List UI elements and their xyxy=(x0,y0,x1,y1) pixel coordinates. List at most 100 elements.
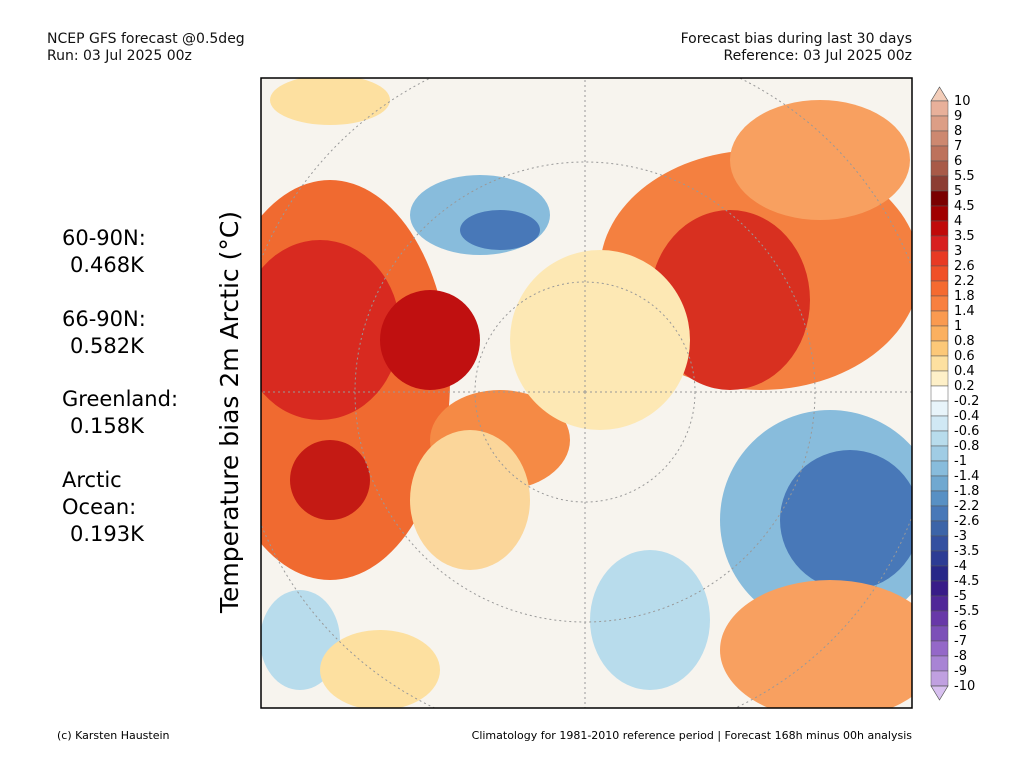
header-right: Forecast bias during last 30 days Refere… xyxy=(681,31,912,65)
colorbar-segment xyxy=(930,325,949,342)
colorbar-segment xyxy=(930,295,949,312)
colorbar-label: 2.2 xyxy=(954,274,975,289)
region-label: 66-90N: xyxy=(62,307,146,331)
colorbar-segment xyxy=(930,640,949,657)
colorbar-label: 6 xyxy=(954,154,962,169)
colorbar-segment xyxy=(930,490,949,507)
colorbar-segment xyxy=(930,250,949,267)
colorbar-segment xyxy=(930,220,949,237)
colorbar-segment xyxy=(930,175,949,192)
colorbar-segment xyxy=(930,550,949,567)
colorbar-segment xyxy=(930,430,949,447)
header-left: NCEP GFS forecast @0.5deg Run: 03 Jul 20… xyxy=(47,31,245,65)
colorbar-label: -6 xyxy=(954,619,967,634)
colorbar-segment xyxy=(930,565,949,582)
colorbar-segment xyxy=(930,505,949,522)
colorbar-segment xyxy=(930,355,949,372)
colorbar-segment xyxy=(930,460,949,477)
map xyxy=(261,78,912,708)
colorbar-segment xyxy=(930,370,949,387)
colorbar-label: -1.8 xyxy=(954,484,979,499)
colorbar-label: -1.4 xyxy=(954,469,979,484)
colorbar-segment xyxy=(930,340,949,357)
colorbar-label: 5 xyxy=(954,184,962,199)
map-frame xyxy=(260,77,913,709)
colorbar-label: -0.8 xyxy=(954,439,979,454)
colorbar-label: 4.5 xyxy=(954,199,975,214)
colorbar-segment xyxy=(930,535,949,552)
colorbar-segment xyxy=(930,595,949,612)
colorbar-end xyxy=(930,685,949,701)
header-line: NCEP GFS forecast @0.5deg xyxy=(47,31,245,47)
region-stat: 66-90N: 0.582K xyxy=(62,306,146,360)
region-label: Ocean: xyxy=(62,495,137,519)
colorbar-label: 1.4 xyxy=(954,304,975,319)
colorbar-label: -8 xyxy=(954,649,967,664)
colorbar-segment xyxy=(930,145,949,162)
region-stat: Greenland: 0.158K xyxy=(62,386,178,440)
header-line: Run: 03 Jul 2025 00z xyxy=(47,48,192,64)
colorbar-segment xyxy=(930,130,949,147)
colorbar-label: -0.2 xyxy=(954,394,979,409)
colorbar-segment xyxy=(930,280,949,297)
footer-left: (c) Karsten Haustein xyxy=(57,729,170,742)
colorbar-label: -3 xyxy=(954,529,967,544)
region-value: 0.582K xyxy=(70,334,144,358)
colorbar-segment xyxy=(930,190,949,207)
header-line: Forecast bias during last 30 days xyxy=(680,31,912,47)
header-line: Reference: 03 Jul 2025 00z xyxy=(723,48,912,64)
colorbar-label: -3.5 xyxy=(954,544,979,559)
colorbar-label: 4 xyxy=(954,214,962,229)
colorbar-label: 0.2 xyxy=(954,379,975,394)
region-stat: 60-90N: 0.468K xyxy=(62,225,146,279)
colorbar-segment xyxy=(930,625,949,642)
colorbar-segment xyxy=(930,265,949,282)
colorbar-label: 3.5 xyxy=(954,229,975,244)
colorbar-label: -1 xyxy=(954,454,967,469)
colorbar-label: -0.4 xyxy=(954,409,979,424)
region-value: 0.158K xyxy=(70,414,144,438)
colorbar-label: -2.2 xyxy=(954,499,979,514)
colorbar-segment xyxy=(930,520,949,537)
colorbar-label: -9 xyxy=(954,664,967,679)
colorbar-label: 0.8 xyxy=(954,334,975,349)
colorbar-label: -10 xyxy=(954,679,975,694)
colorbar-segment xyxy=(930,475,949,492)
colorbar-label: 1 xyxy=(954,319,962,334)
colorbar-label: -0.6 xyxy=(954,424,979,439)
colorbar-label: 9 xyxy=(954,109,962,124)
colorbar-segment xyxy=(930,100,949,117)
colorbar-segment xyxy=(930,610,949,627)
colorbar-label: 0.6 xyxy=(954,349,975,364)
colorbar-label: 2.6 xyxy=(954,259,975,274)
colorbar-label: 3 xyxy=(954,244,962,259)
colorbar-label: -5 xyxy=(954,589,967,604)
colorbar-label: -4 xyxy=(954,559,967,574)
colorbar-segment xyxy=(930,115,949,132)
colorbar-label: 10 xyxy=(954,94,971,109)
colorbar-segment xyxy=(930,385,949,402)
colorbar-segment xyxy=(930,205,949,222)
colorbar-label: 8 xyxy=(954,124,962,139)
colorbar-end xyxy=(930,86,949,102)
colorbar-segment xyxy=(930,580,949,597)
colorbar-label: -5.5 xyxy=(954,604,979,619)
axis-title: Temperature bias 2m Arctic (°C) xyxy=(215,211,244,614)
colorbar-segment xyxy=(930,655,949,672)
colorbar-label: -2.6 xyxy=(954,514,979,529)
region-value: 0.193K xyxy=(70,522,144,546)
region-stat: Arctic Ocean: 0.193K xyxy=(62,467,144,548)
region-label: 60-90N: xyxy=(62,226,146,250)
region-value: 0.468K xyxy=(70,253,144,277)
colorbar-segment xyxy=(930,670,949,687)
colorbar-label: 0.4 xyxy=(954,364,975,379)
colorbar-label: 7 xyxy=(954,139,962,154)
footer-right: Climatology for 1981-2010 reference peri… xyxy=(471,729,912,742)
colorbar-label: 1.8 xyxy=(954,289,975,304)
colorbar-segment xyxy=(930,310,949,327)
colorbar-segment xyxy=(930,445,949,462)
colorbar-label: 5.5 xyxy=(954,169,975,184)
colorbar-label: -7 xyxy=(954,634,967,649)
colorbar-segment xyxy=(930,415,949,432)
region-label: Arctic xyxy=(62,468,122,492)
